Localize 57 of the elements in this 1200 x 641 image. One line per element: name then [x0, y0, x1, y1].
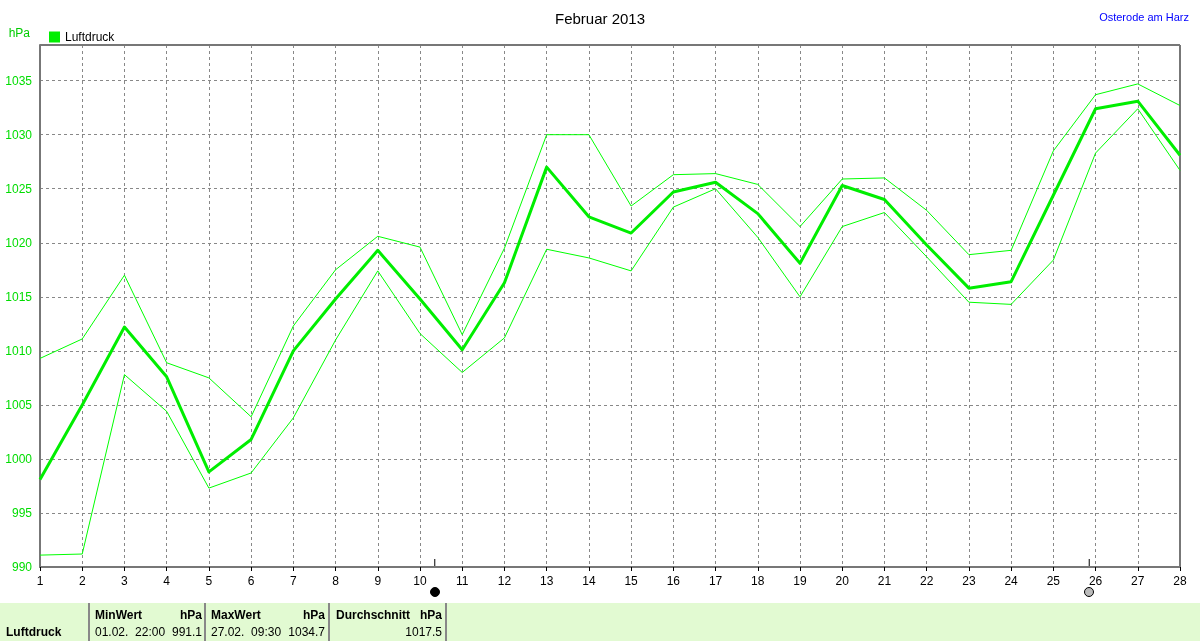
- text: MaxWert: [211, 608, 261, 622]
- x-tick-label: 14: [582, 574, 596, 588]
- x-tick-label: 27: [1131, 574, 1145, 588]
- x-tick-label: 26: [1088, 574, 1103, 588]
- x-tick-label: 6: [247, 574, 255, 588]
- text: hPa: [302, 608, 325, 622]
- x-tick-label: 8: [332, 574, 340, 588]
- y-tick-label: 1005: [5, 397, 33, 412]
- text: 01.02. 22:00: [95, 625, 166, 639]
- x-tick-label: 10: [413, 574, 427, 588]
- x-tick-label: 25: [1046, 574, 1061, 588]
- x-tick-label: 19: [793, 574, 807, 588]
- x-tick-label: 17: [708, 574, 723, 588]
- line-series: [39, 108, 1181, 556]
- x-tick-label: 2: [78, 574, 86, 588]
- y-tick-label: 990: [11, 560, 33, 574]
- x-tick-label: 9: [374, 574, 382, 588]
- y-tick-label: 995: [11, 505, 33, 520]
- x-tick-label: 22: [919, 574, 934, 588]
- y-tick-label: 1000: [5, 451, 33, 466]
- text: Durchschnitt: [336, 608, 411, 622]
- text: 27.02. 09:30: [211, 625, 282, 639]
- y-tick-label: 1020: [5, 235, 33, 250]
- y-tick-label: 1035: [5, 73, 33, 88]
- line-series: [38, 99, 1182, 481]
- x-tick-label: 23: [962, 574, 976, 588]
- chart-title: Februar 2013: [554, 10, 646, 27]
- x-tick-label: 4: [163, 574, 171, 588]
- x-tick-label: 3: [121, 574, 129, 588]
- x-tick-label: 20: [835, 574, 850, 588]
- y-tick-label: 1030: [5, 127, 33, 142]
- y-tick-label: 1015: [5, 289, 33, 304]
- x-tick-label: 21: [877, 574, 892, 588]
- x-tick-label: 7: [289, 574, 297, 588]
- x-tick-label: 16: [666, 574, 681, 588]
- x-tick-label: 12: [497, 574, 512, 588]
- legend-label: Luftdruck: [65, 30, 116, 44]
- x-tick-label: 24: [1004, 574, 1019, 588]
- x-tick-label: 1: [36, 574, 44, 588]
- text: Luftdruck: [6, 625, 62, 639]
- text: 1017.5: [405, 625, 442, 639]
- x-tick-label: 28: [1173, 574, 1187, 588]
- line-series: [39, 83, 1181, 418]
- text: hPa: [179, 608, 202, 622]
- text: 1034.7: [288, 625, 325, 639]
- text: MinWert: [95, 608, 143, 622]
- text: 991.1: [171, 625, 202, 639]
- y-axis-title: hPa: [8, 26, 31, 40]
- chart-subtitle: Osterode am Harz: [1099, 10, 1190, 23]
- x-tick-label: 15: [624, 574, 639, 588]
- x-tick-label: 5: [205, 574, 213, 588]
- text: hPa: [419, 608, 442, 622]
- x-tick-label: 11: [455, 574, 469, 588]
- x-tick-label: 18: [751, 574, 765, 588]
- x-tick-label: 13: [539, 574, 554, 588]
- y-tick-label: 1025: [5, 181, 33, 196]
- y-tick-label: 1010: [5, 343, 33, 358]
